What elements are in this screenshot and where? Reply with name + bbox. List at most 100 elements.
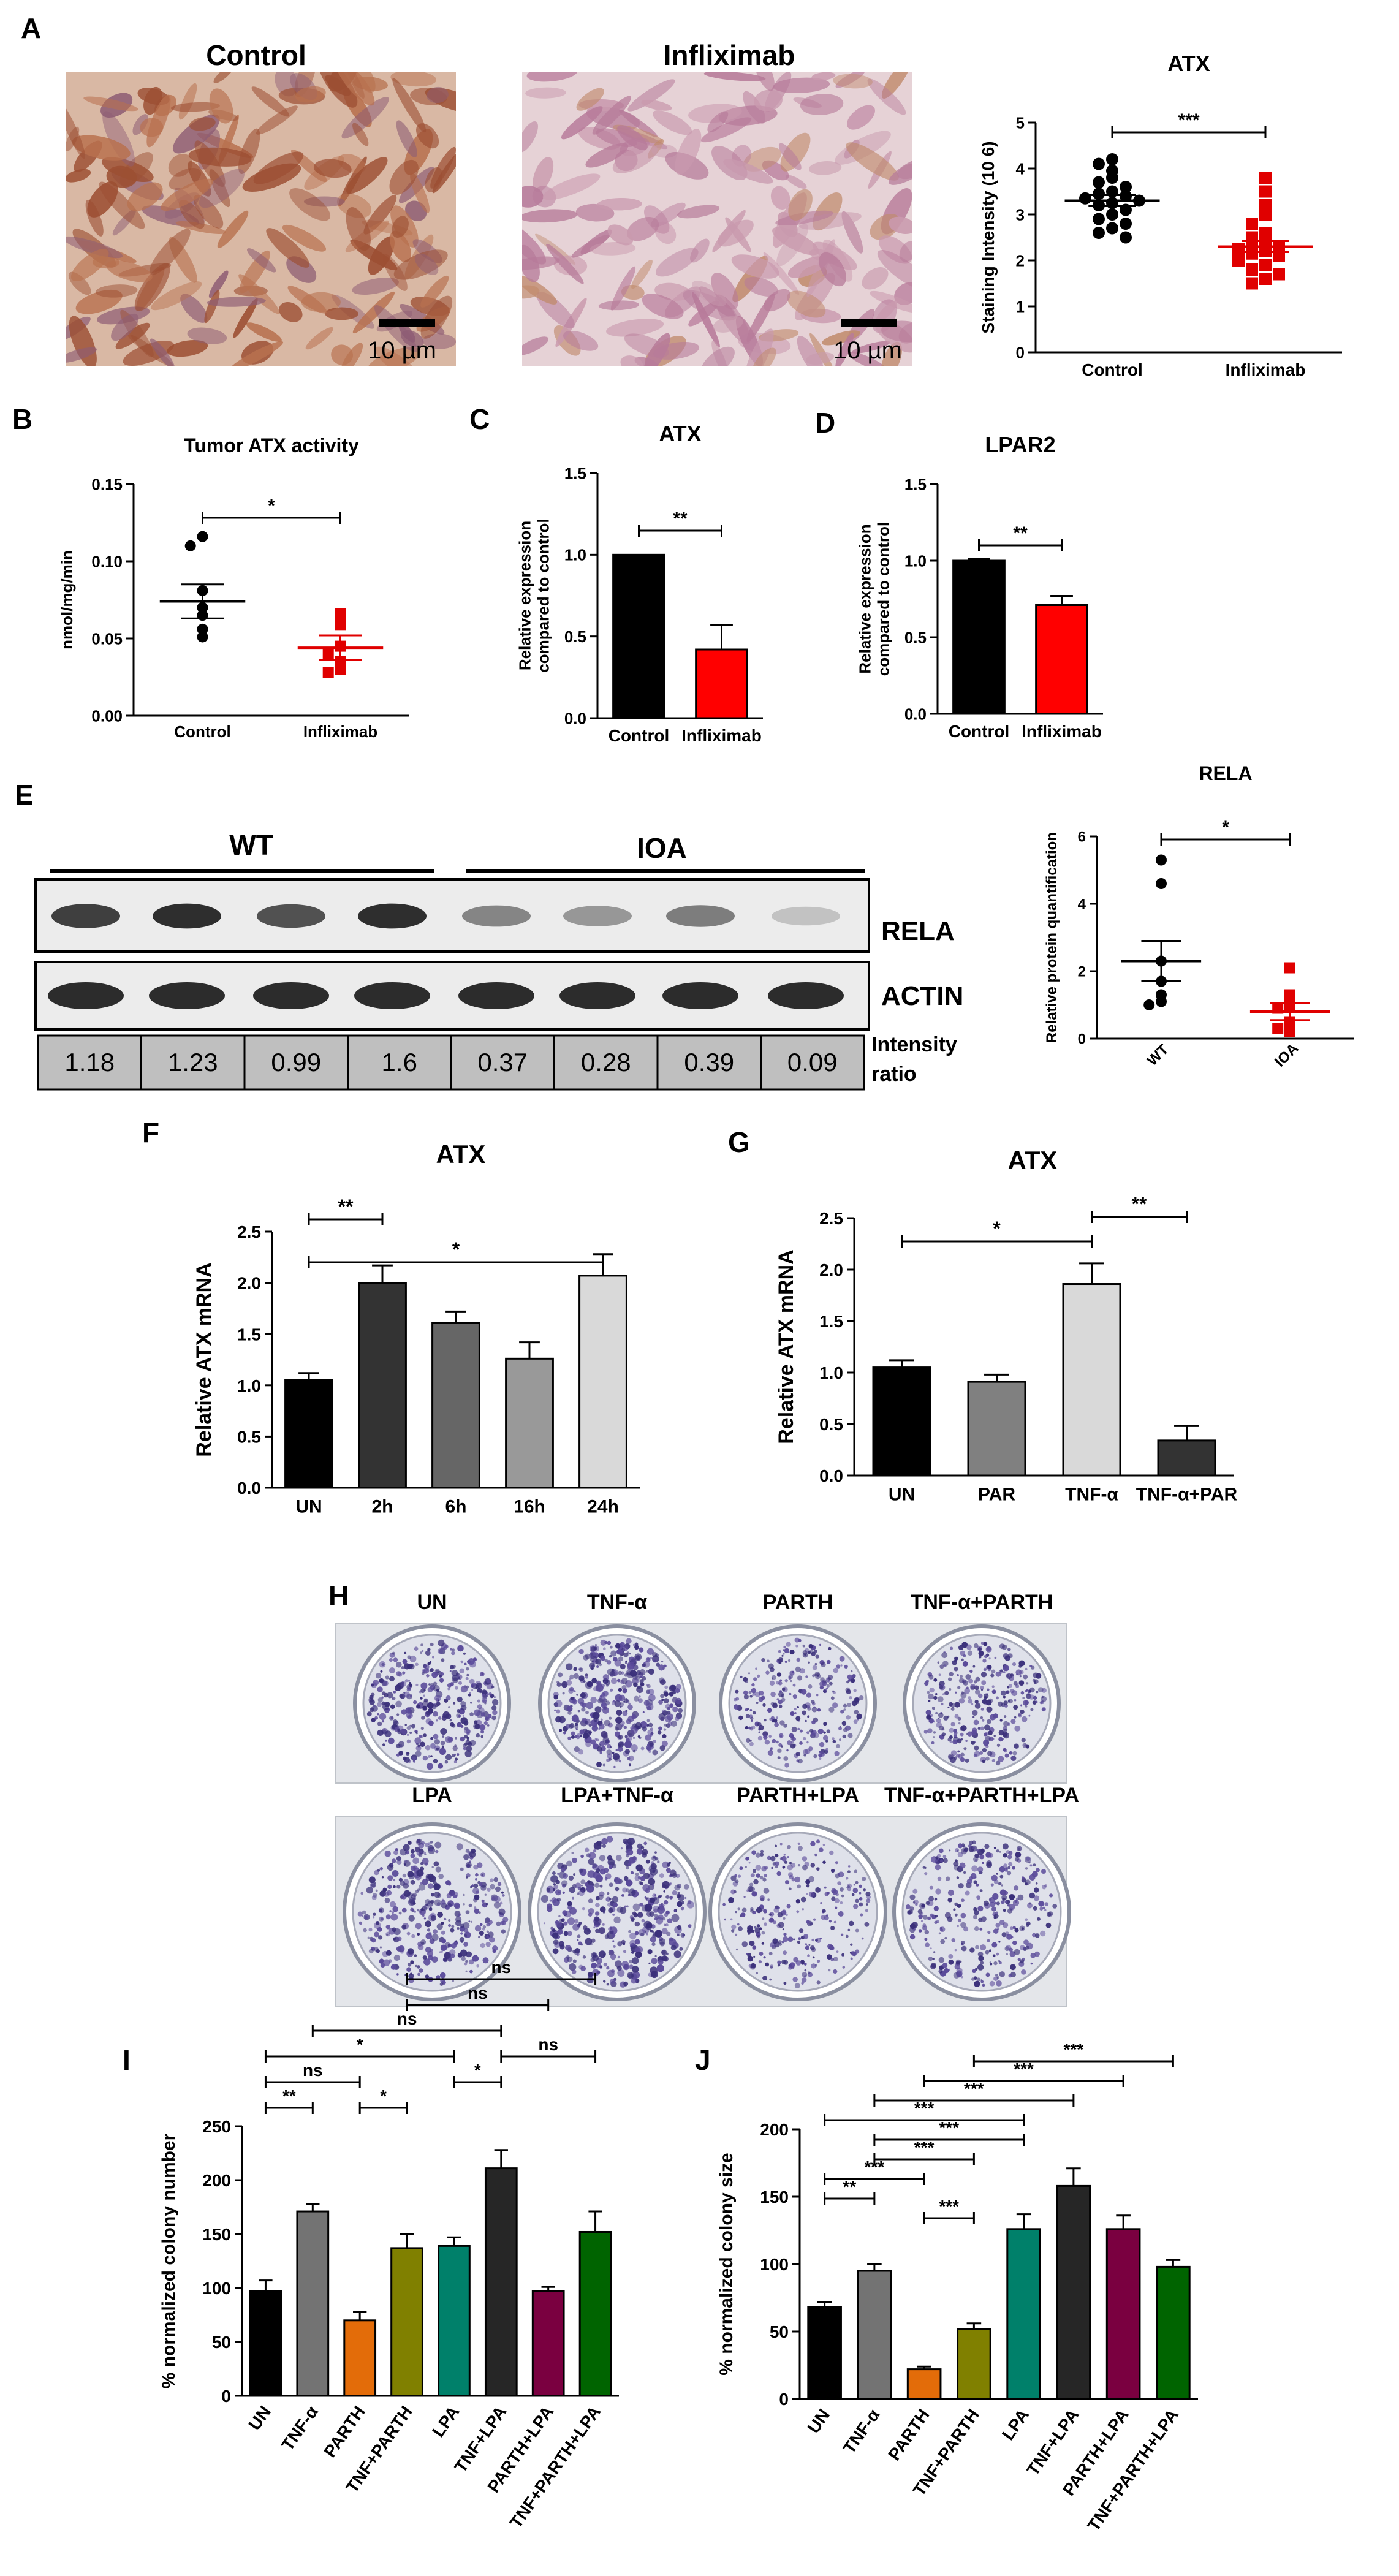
micrograph-cell — [578, 127, 621, 150]
colony — [783, 1933, 787, 1936]
colony — [382, 1887, 387, 1892]
colony — [980, 1916, 987, 1922]
colony — [798, 1846, 803, 1851]
colony — [1010, 1689, 1015, 1694]
colony — [416, 1869, 424, 1877]
micrograph-cell — [690, 238, 710, 263]
colony — [828, 1707, 835, 1713]
colony — [551, 1897, 557, 1903]
colony — [1028, 1862, 1031, 1864]
micrograph-cell — [835, 333, 854, 366]
colony — [392, 1927, 396, 1933]
y-tick-label: 150 — [202, 2225, 231, 2244]
colony — [811, 1700, 815, 1704]
colony — [414, 1911, 416, 1913]
colony — [960, 1922, 966, 1928]
colony — [960, 1732, 964, 1737]
y-tick-label: 0.5 — [564, 627, 586, 646]
colony — [801, 1689, 807, 1695]
micrograph-cell — [612, 144, 658, 173]
ratio-cell — [243, 1034, 349, 1091]
colony — [480, 1885, 487, 1891]
colony — [854, 1710, 859, 1715]
colony — [753, 1879, 759, 1885]
colony — [393, 1879, 396, 1882]
colony — [463, 1942, 468, 1947]
colony — [630, 1871, 634, 1875]
colony — [620, 1664, 626, 1670]
colony — [379, 1661, 386, 1668]
micrograph-cell — [233, 298, 258, 338]
colony — [950, 1707, 955, 1711]
colony — [442, 1711, 450, 1718]
colony — [738, 1715, 743, 1721]
colony — [431, 1672, 438, 1678]
colony — [430, 1642, 434, 1646]
colony — [936, 1718, 941, 1723]
colony — [447, 1881, 452, 1886]
colony — [949, 1757, 956, 1763]
colony — [855, 1697, 860, 1702]
colony — [802, 1703, 808, 1709]
colony — [431, 1656, 434, 1659]
ratio-value: 1.6 — [382, 1048, 417, 1077]
colony — [811, 1963, 816, 1969]
colony — [661, 1699, 664, 1702]
rela-band — [153, 903, 221, 929]
colony — [648, 1722, 653, 1727]
colony — [593, 1849, 597, 1853]
colony — [803, 1934, 809, 1939]
colony — [371, 1938, 376, 1943]
micrograph-cell — [642, 294, 684, 319]
colony — [580, 1692, 586, 1699]
colony — [540, 1895, 549, 1903]
colony — [1041, 1695, 1044, 1699]
colony — [626, 1866, 629, 1870]
significance-label: ** — [1132, 1193, 1147, 1215]
rela-band — [358, 903, 427, 929]
colony — [610, 1650, 617, 1657]
colony — [930, 1947, 932, 1950]
colony — [836, 1664, 841, 1669]
colony — [770, 1748, 773, 1751]
colony — [631, 1744, 638, 1752]
colony — [567, 1711, 572, 1715]
micrograph-cell — [798, 212, 862, 230]
colony — [459, 1926, 466, 1932]
colony — [831, 1896, 836, 1901]
micrograph-cell — [303, 196, 345, 207]
colony — [797, 1864, 801, 1867]
micrograph-cell — [207, 297, 266, 307]
micrograph-cell — [390, 72, 437, 87]
colony — [448, 1919, 451, 1922]
colony — [440, 1728, 447, 1735]
colony — [802, 1710, 806, 1716]
colony — [585, 1938, 593, 1945]
colony — [1006, 1953, 1008, 1955]
colony — [826, 1729, 831, 1733]
colony — [737, 1907, 740, 1911]
colony — [449, 1719, 452, 1722]
colony — [971, 1730, 977, 1735]
colony — [994, 1656, 997, 1659]
colony — [763, 1888, 770, 1894]
colony — [933, 1678, 938, 1682]
colony — [1012, 1866, 1016, 1870]
colony — [458, 1681, 463, 1685]
colony — [909, 1894, 916, 1900]
colony — [590, 1653, 594, 1656]
colony — [483, 1721, 488, 1726]
colony — [802, 1856, 808, 1862]
colony — [789, 1650, 795, 1655]
colony — [422, 1914, 425, 1917]
colony — [789, 1670, 795, 1676]
colony — [449, 1949, 456, 1956]
colony — [609, 1898, 612, 1900]
micrograph-cell — [425, 167, 443, 192]
colony — [824, 1892, 829, 1896]
colony — [463, 1903, 465, 1906]
colony — [840, 1710, 844, 1714]
colony — [928, 1675, 934, 1680]
rela-band — [666, 905, 735, 927]
colony — [648, 1688, 654, 1695]
